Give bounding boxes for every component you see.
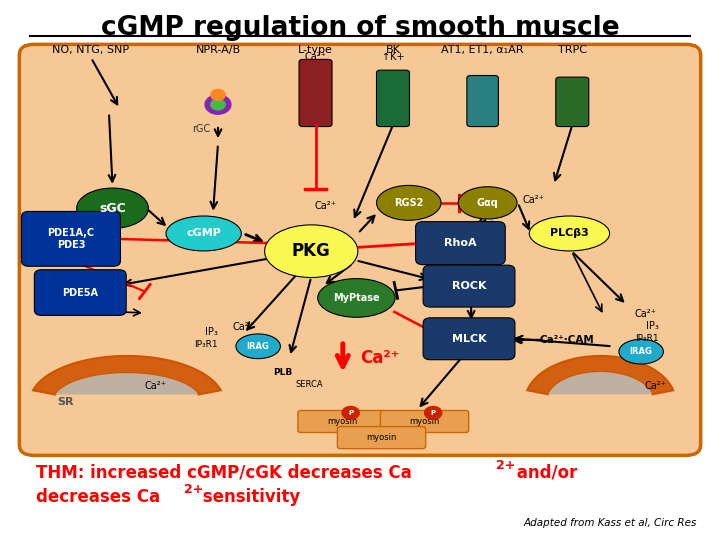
Text: Ca²⁺: Ca²⁺ (523, 195, 544, 205)
Text: sensitivity: sensitivity (197, 488, 300, 505)
Ellipse shape (236, 334, 280, 359)
Text: IP₃R1: IP₃R1 (194, 340, 217, 349)
Text: IP₃: IP₃ (205, 327, 218, 337)
FancyBboxPatch shape (467, 76, 498, 126)
Text: myosin: myosin (410, 417, 440, 426)
Text: IRAG: IRAG (630, 347, 652, 356)
FancyBboxPatch shape (299, 59, 332, 126)
FancyBboxPatch shape (415, 221, 505, 265)
Text: THM: increased cGMP/cGK decreases Ca: THM: increased cGMP/cGK decreases Ca (36, 463, 412, 481)
Text: SR: SR (58, 396, 74, 407)
Text: Ca²⁺: Ca²⁺ (644, 381, 667, 390)
Text: SERCA: SERCA (296, 380, 323, 389)
Text: myosin: myosin (366, 433, 397, 442)
Polygon shape (548, 372, 652, 394)
Text: ROCK: ROCK (451, 281, 486, 291)
Ellipse shape (529, 216, 610, 251)
Text: RhoA: RhoA (444, 238, 477, 248)
Ellipse shape (458, 187, 517, 219)
Text: BK: BK (385, 45, 400, 55)
Text: PDE5A: PDE5A (63, 288, 99, 298)
Ellipse shape (377, 185, 441, 220)
Polygon shape (527, 356, 673, 394)
FancyBboxPatch shape (556, 77, 589, 126)
Polygon shape (55, 373, 199, 395)
FancyBboxPatch shape (22, 212, 120, 266)
Text: IP₃: IP₃ (646, 321, 659, 332)
Text: PLCβ3: PLCβ3 (550, 228, 589, 239)
FancyBboxPatch shape (19, 44, 701, 455)
Text: NO, NTG, SNP: NO, NTG, SNP (53, 45, 130, 55)
Text: IRAG: IRAG (247, 342, 269, 351)
Circle shape (342, 407, 359, 420)
Text: IP₃R1: IP₃R1 (635, 334, 659, 343)
FancyBboxPatch shape (298, 410, 386, 433)
Text: PDE1A,C
PDE3: PDE1A,C PDE3 (48, 228, 94, 249)
FancyBboxPatch shape (380, 410, 469, 433)
Text: AT1, ET1, α₁AR: AT1, ET1, α₁AR (441, 45, 524, 55)
Circle shape (211, 99, 225, 110)
Circle shape (425, 407, 442, 420)
Text: myosin: myosin (327, 417, 357, 426)
Text: Ca²⁺: Ca²⁺ (315, 200, 336, 211)
Text: 2+: 2+ (496, 459, 516, 472)
Text: Ca²⁺: Ca²⁺ (305, 51, 326, 62)
Text: PLB: PLB (273, 368, 292, 376)
Text: rGC: rGC (192, 124, 210, 134)
Text: PKG: PKG (292, 242, 330, 260)
Text: Ca²⁺: Ca²⁺ (233, 322, 255, 333)
Text: L-type: L-type (298, 45, 333, 55)
FancyBboxPatch shape (423, 318, 515, 360)
FancyBboxPatch shape (377, 70, 410, 126)
Text: MyPtase: MyPtase (333, 293, 379, 303)
Text: 2+: 2+ (184, 483, 204, 496)
Text: decreases Ca: decreases Ca (36, 488, 160, 505)
Text: Adapted from Kass et al, Circ Res: Adapted from Kass et al, Circ Res (523, 518, 697, 528)
Text: Ca²⁺: Ca²⁺ (634, 309, 657, 319)
Ellipse shape (318, 279, 395, 318)
Circle shape (211, 90, 225, 100)
Text: cGMP: cGMP (186, 228, 221, 239)
Text: and/or: and/or (510, 463, 577, 481)
Text: P: P (348, 410, 354, 416)
Text: Ca²⁺: Ca²⁺ (145, 381, 166, 390)
Text: TRPC: TRPC (558, 45, 587, 55)
Ellipse shape (166, 216, 241, 251)
Text: NPR-A/B: NPR-A/B (195, 45, 240, 55)
Text: P: P (431, 410, 436, 416)
Ellipse shape (77, 188, 148, 228)
Ellipse shape (265, 225, 358, 278)
Text: Ca²⁺·CAM: Ca²⁺·CAM (539, 335, 594, 345)
Text: Ca²⁺: Ca²⁺ (360, 349, 400, 367)
Text: RGS2: RGS2 (394, 198, 423, 208)
Text: sGC: sGC (99, 202, 126, 215)
Text: cGMP regulation of smooth muscle: cGMP regulation of smooth muscle (101, 15, 619, 41)
Ellipse shape (619, 339, 663, 364)
FancyBboxPatch shape (338, 427, 426, 449)
FancyBboxPatch shape (423, 265, 515, 307)
FancyBboxPatch shape (35, 270, 126, 315)
Text: Gαq: Gαq (477, 198, 498, 208)
Polygon shape (33, 356, 221, 395)
Text: MLCK: MLCK (451, 334, 486, 344)
Text: ↑K+: ↑K+ (382, 51, 404, 62)
Circle shape (205, 95, 231, 114)
